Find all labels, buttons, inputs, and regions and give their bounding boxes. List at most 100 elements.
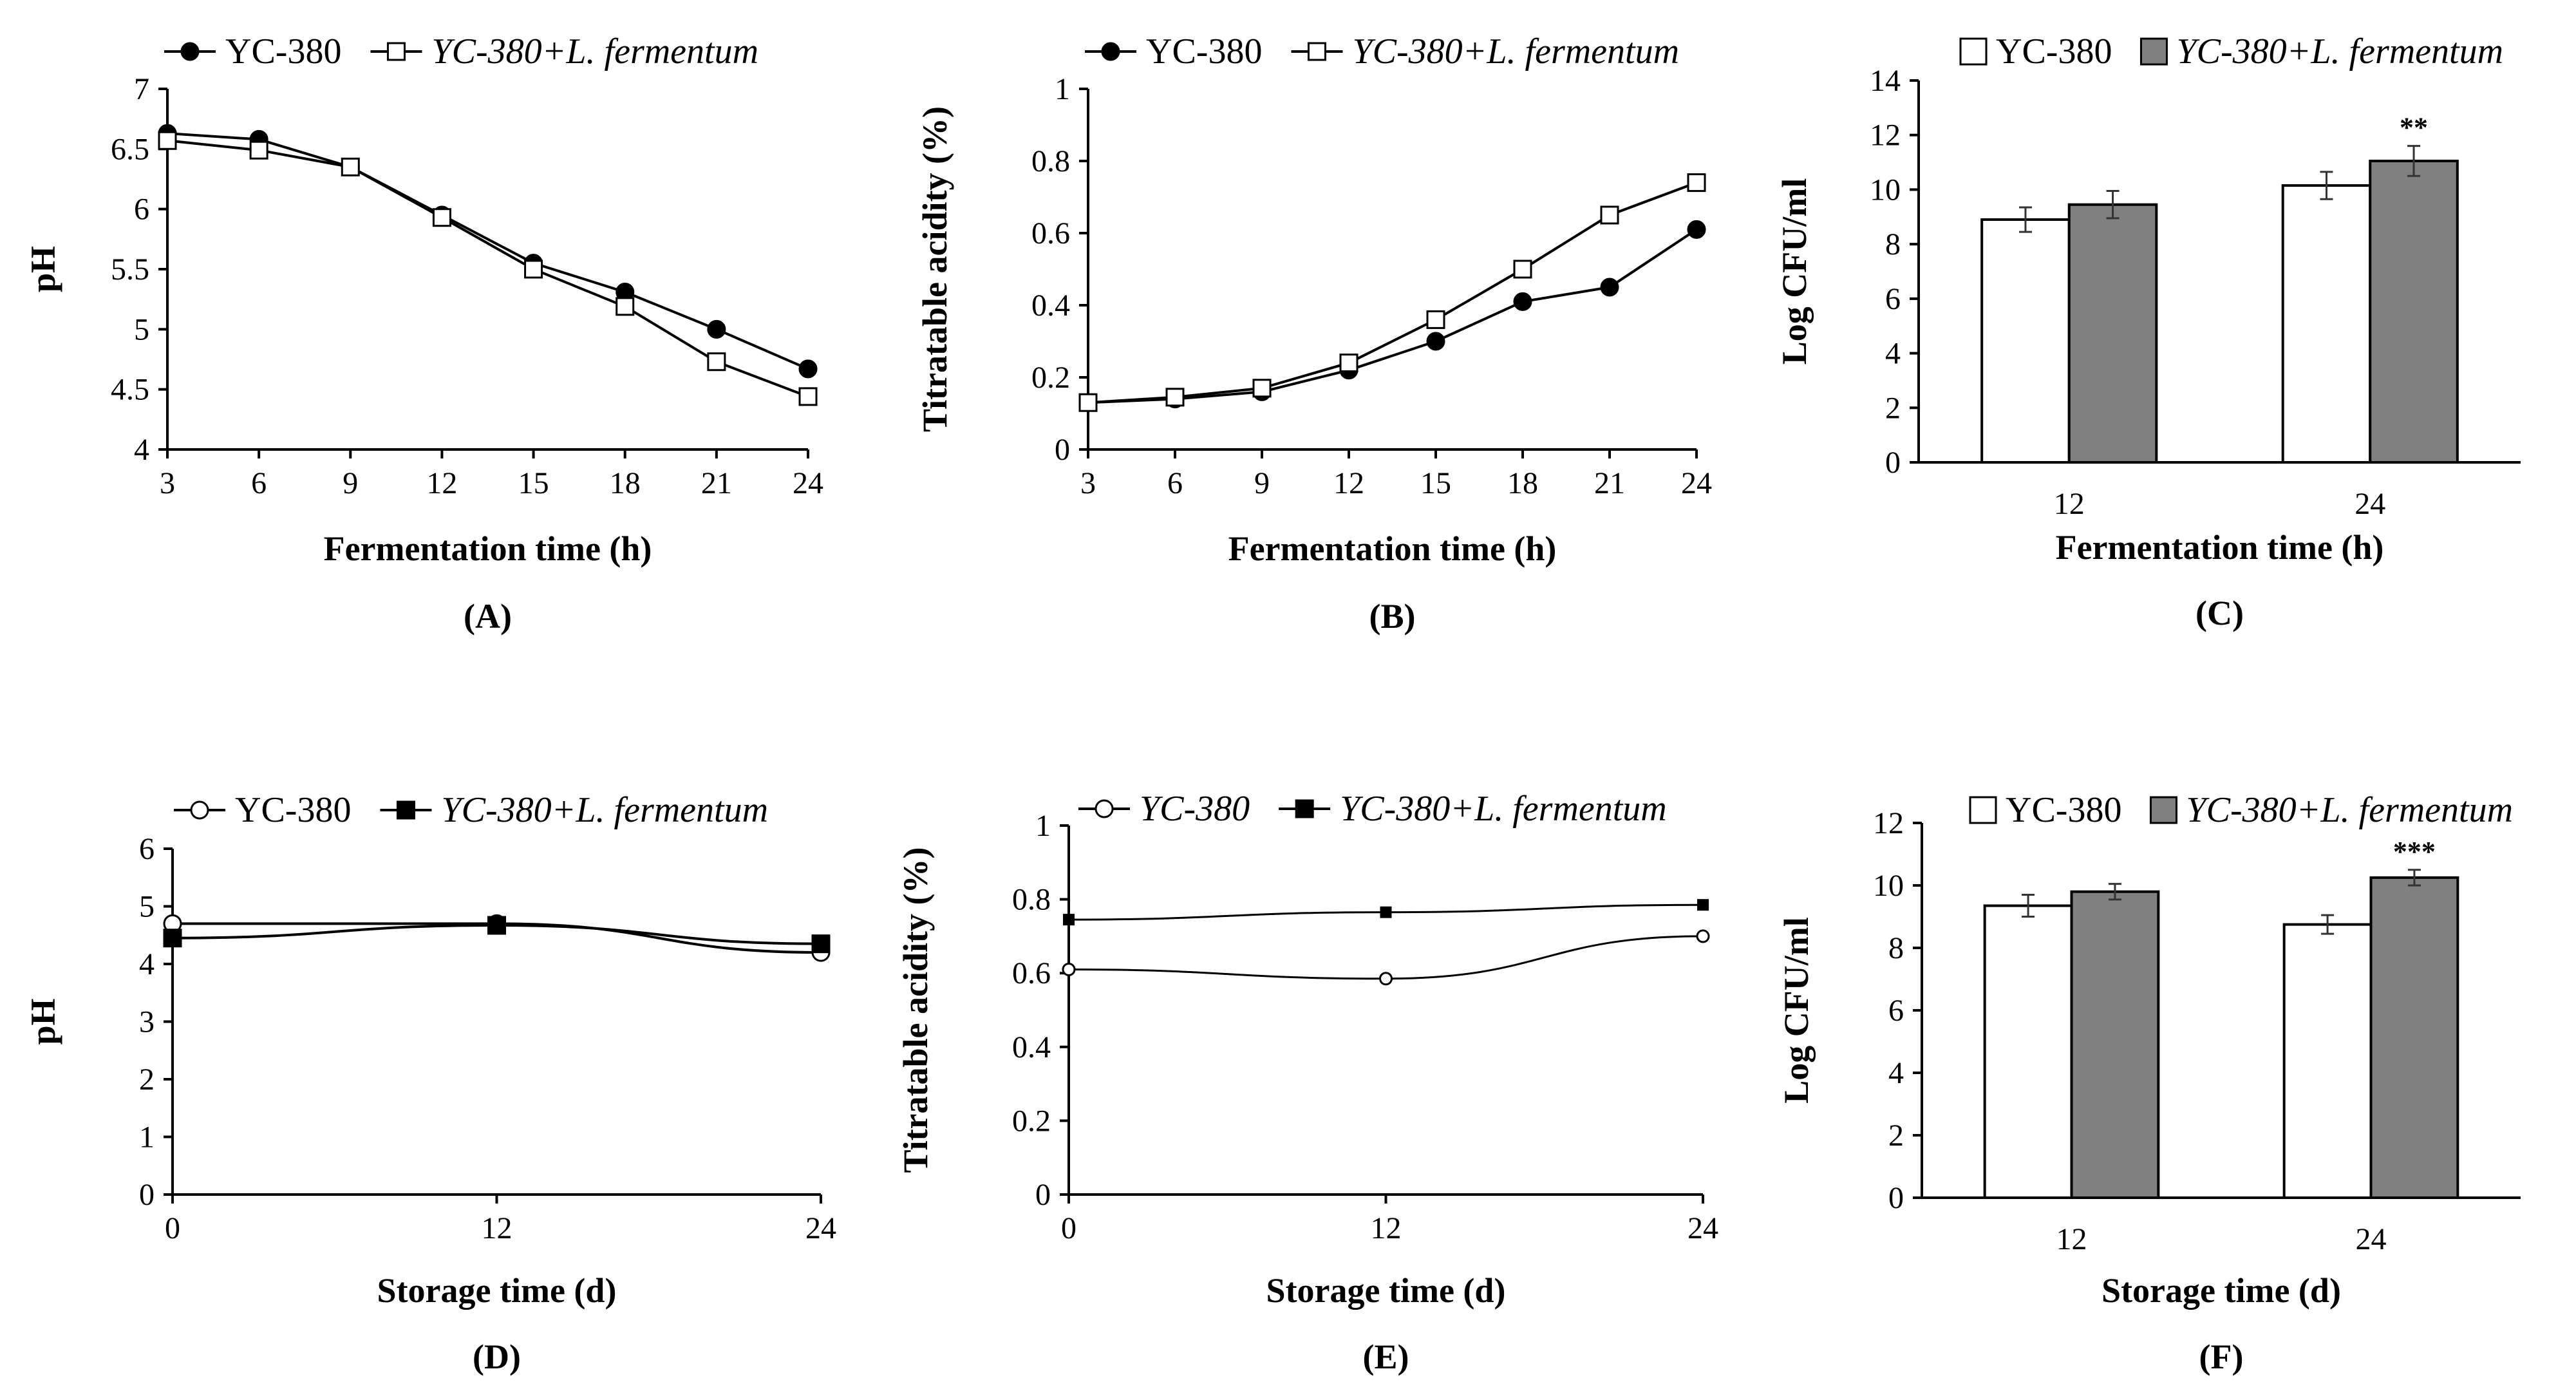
x-tick-label: 12	[2056, 1222, 2087, 1256]
data-point	[1513, 292, 1532, 311]
y-tick-label: 0	[1885, 446, 1901, 480]
data-point	[1697, 899, 1709, 911]
legend-marker	[396, 800, 415, 820]
legend-marker	[1307, 42, 1326, 61]
y-tick-label: 0.2	[1012, 1104, 1051, 1138]
legend-label: YC-380	[2006, 790, 2121, 830]
legend-label: YC-380	[1140, 789, 1250, 829]
y-tick-label: 12	[1873, 806, 1904, 840]
data-point	[341, 157, 360, 176]
legend-label: YC-380+L. fermentum	[441, 790, 768, 830]
y-tick-label: 12	[1870, 118, 1901, 153]
data-point	[1063, 914, 1075, 926]
data-point	[1078, 393, 1098, 412]
data-point	[1379, 972, 1393, 986]
y-tick-label: 4.5	[111, 373, 149, 407]
legend-marker	[1095, 799, 1114, 818]
bar-yc380	[2282, 923, 2373, 1199]
x-tick-label: 12	[426, 466, 457, 500]
y-axis-title: Log CFU/ml	[1777, 917, 1816, 1104]
data-point	[1426, 310, 1445, 329]
x-tick-label: 24	[1681, 466, 1712, 500]
y-tick-label: 6	[134, 193, 149, 227]
x-tick-label: 9	[1254, 466, 1270, 500]
x-axis-title: Storage time (d)	[1266, 1271, 1506, 1310]
y-axis-title: Titratable acidity (%)	[916, 106, 954, 432]
x-tick-label: 21	[701, 466, 732, 500]
legend-label: YC-380	[1996, 32, 2112, 71]
y-tick-label: 2	[139, 1063, 155, 1097]
data-point	[1600, 278, 1619, 297]
legend-marker	[1101, 42, 1120, 61]
panel-d: YC-380 YC-380+L. fermentum0123456pHStorag…	[24, 790, 836, 1376]
y-tick-label: 0.6	[1031, 216, 1070, 250]
y-axis-title: Log CFU/ml	[1775, 178, 1814, 365]
legend-marker	[190, 800, 209, 820]
x-tick-label: 24	[805, 1211, 836, 1245]
x-axis-title: Storage time (d)	[377, 1271, 617, 1310]
x-tick-label: 24	[1688, 1211, 1718, 1245]
data-point	[1600, 205, 1619, 225]
panel-label: (A)	[464, 597, 512, 636]
series-line-yc380	[167, 132, 809, 370]
y-tick-label: 0.6	[1012, 956, 1051, 990]
bar-yc380	[2281, 184, 2372, 464]
data-point	[616, 297, 635, 316]
legend-label: YC-380	[225, 32, 341, 71]
x-tick-label: 18	[1507, 466, 1538, 500]
data-point	[1380, 906, 1392, 918]
legend-swatch	[1959, 37, 1988, 66]
panel-label: (D)	[473, 1337, 521, 1376]
x-tick-label: 24	[2355, 487, 2385, 521]
y-tick-label: 2	[1885, 391, 1901, 425]
legend-marker	[386, 42, 406, 61]
data-point	[811, 934, 831, 954]
x-axis-title: Fermentation time (h)	[1228, 529, 1557, 568]
legend-swatch	[2139, 37, 2168, 66]
panel-label: (C)	[2195, 594, 2244, 632]
y-tick-label: 0	[139, 1178, 155, 1212]
y-tick-label: 0	[1035, 1178, 1051, 1212]
data-point	[1687, 173, 1706, 193]
y-tick-label: 4	[1885, 337, 1901, 371]
y-tick-label: 6.5	[111, 132, 149, 166]
x-tick-label: 0	[1061, 1211, 1076, 1245]
y-tick-label: 0	[1888, 1181, 1904, 1215]
legend-swatch	[1969, 796, 1997, 824]
y-tick-label: 8	[1885, 227, 1901, 261]
significance-marker: ***	[2393, 836, 2436, 867]
bar-yc380	[1983, 904, 2073, 1200]
data-point	[249, 140, 268, 160]
legend-marker	[1295, 799, 1314, 818]
panel-c: YC-380 YC-380+L. fermentum02468101214Log …	[1775, 32, 2521, 632]
data-point	[1513, 260, 1532, 279]
x-tick-label: 12	[2054, 487, 2085, 521]
panel-label: (E)	[1363, 1337, 1409, 1376]
y-tick-label: 6	[1885, 282, 1901, 316]
x-tick-label: 21	[1594, 466, 1625, 500]
y-tick-label: 1	[1055, 72, 1070, 106]
x-tick-label: 6	[251, 466, 267, 500]
y-tick-label: 7	[134, 72, 149, 106]
y-tick-label: 14	[1870, 64, 1901, 98]
legend-label: YC-380+L. fermentum	[1352, 32, 1679, 71]
x-axis-title: Storage time (d)	[2101, 1271, 2341, 1310]
legend-marker	[180, 42, 200, 61]
x-tick-label: 24	[793, 466, 823, 500]
data-point	[1687, 220, 1706, 239]
x-tick-label: 3	[160, 466, 175, 500]
x-tick-label: 12	[1371, 1211, 1402, 1245]
data-point	[1062, 962, 1076, 976]
x-tick-label: 18	[610, 466, 641, 500]
y-tick-label: 5	[139, 890, 155, 924]
x-tick-label: 24	[2356, 1222, 2387, 1256]
data-point	[524, 260, 543, 279]
y-axis-title: Titratable acidity (%)	[896, 847, 935, 1173]
significance-marker: **	[2400, 112, 2428, 144]
y-tick-label: 0.4	[1012, 1030, 1051, 1064]
x-tick-label: 15	[518, 466, 549, 500]
data-point	[1696, 929, 1710, 943]
data-point	[1165, 388, 1185, 407]
y-tick-label: 4	[134, 433, 149, 467]
